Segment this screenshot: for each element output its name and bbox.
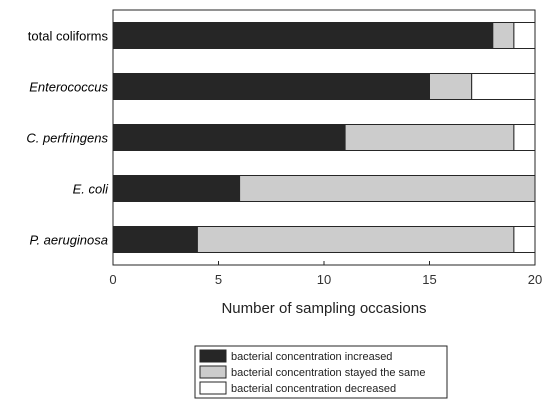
bar-e-coli-series-1 bbox=[112, 175, 241, 202]
bars-group bbox=[112, 22, 536, 253]
category-labels: total coliforms Enterococcus C. perfringen… bbox=[26, 29, 109, 248]
bar-p-aeruginosa-series-3 bbox=[513, 226, 536, 253]
bar-enterococcus-series-1 bbox=[112, 73, 430, 100]
x-tick-label-15: 15 bbox=[422, 272, 436, 287]
legend-label-2: bacterial concentration stayed the same bbox=[231, 367, 425, 379]
x-tick-label-10: 10 bbox=[317, 272, 331, 287]
bar-e-coli-series-2 bbox=[239, 175, 536, 202]
category-label-total-coliforms: total coliforms bbox=[28, 29, 109, 44]
legend-label-3: bacterial concentration decreased bbox=[231, 383, 396, 395]
bar-total-coliforms-series-3 bbox=[513, 22, 536, 49]
legend: bacterial concentration increased bacteri… bbox=[194, 345, 448, 399]
bar-p-aeruginosa-series-1 bbox=[112, 226, 198, 253]
category-label-e-coli: E. coli bbox=[73, 182, 110, 197]
legend-label-1: bacterial concentration increased bbox=[231, 351, 392, 363]
bar-c-perfringens-series-1 bbox=[112, 124, 346, 151]
bar-p-aeruginosa-series-2 bbox=[196, 226, 515, 253]
x-axis-title: Number of sampling occasions bbox=[221, 300, 426, 317]
category-label-enterococcus: Enterococcus bbox=[29, 80, 108, 95]
category-label-c-perfringens: C. perfringens bbox=[26, 131, 108, 146]
bar-enterococcus-series-3 bbox=[471, 73, 536, 100]
x-tick-label-5: 5 bbox=[215, 272, 222, 287]
bar-c-perfringens-series-3 bbox=[513, 124, 536, 151]
legend-swatch-3 bbox=[199, 381, 227, 395]
x-tick-label-20: 20 bbox=[528, 272, 542, 287]
bar-total-coliforms-series-1 bbox=[112, 22, 494, 49]
bar-c-perfringens-series-2 bbox=[344, 124, 515, 151]
category-label-p-aeruginosa: P. aeruginosa bbox=[29, 233, 108, 248]
legend-swatch-1 bbox=[199, 349, 227, 363]
x-axis-ticks: 0 5 10 15 20 bbox=[109, 261, 542, 287]
bar-enterococcus-series-2 bbox=[429, 73, 473, 100]
bar-total-coliforms-series-2 bbox=[492, 22, 515, 49]
legend-items: bacterial concentration increased bacteri… bbox=[199, 349, 425, 395]
legend-swatch-2 bbox=[199, 365, 227, 379]
x-tick-label-0: 0 bbox=[109, 272, 116, 287]
legend-box bbox=[194, 345, 448, 399]
